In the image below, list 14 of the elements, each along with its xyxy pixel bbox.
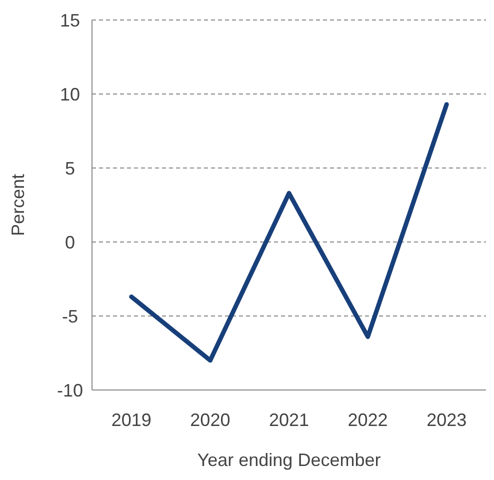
x-tick-label: 2019	[111, 410, 152, 430]
y-tick-label: 15	[60, 10, 80, 30]
line-series	[129, 102, 449, 363]
y-tick-label: -10	[56, 380, 84, 400]
y-tick-label: 0	[64, 232, 76, 252]
y-tick-label: -5	[62, 306, 78, 326]
x-axis-title: Year ending December	[197, 450, 381, 470]
x-tick-label: 2020	[190, 410, 230, 430]
y-axis-title: Percent	[8, 174, 28, 236]
x-tick-label: 2023	[426, 410, 467, 430]
x-tick-label: 2021	[268, 410, 310, 430]
y-tick-label: 5	[64, 158, 76, 178]
y-tick-label: 10	[60, 84, 80, 104]
x-tick-label: 2022	[348, 410, 388, 430]
